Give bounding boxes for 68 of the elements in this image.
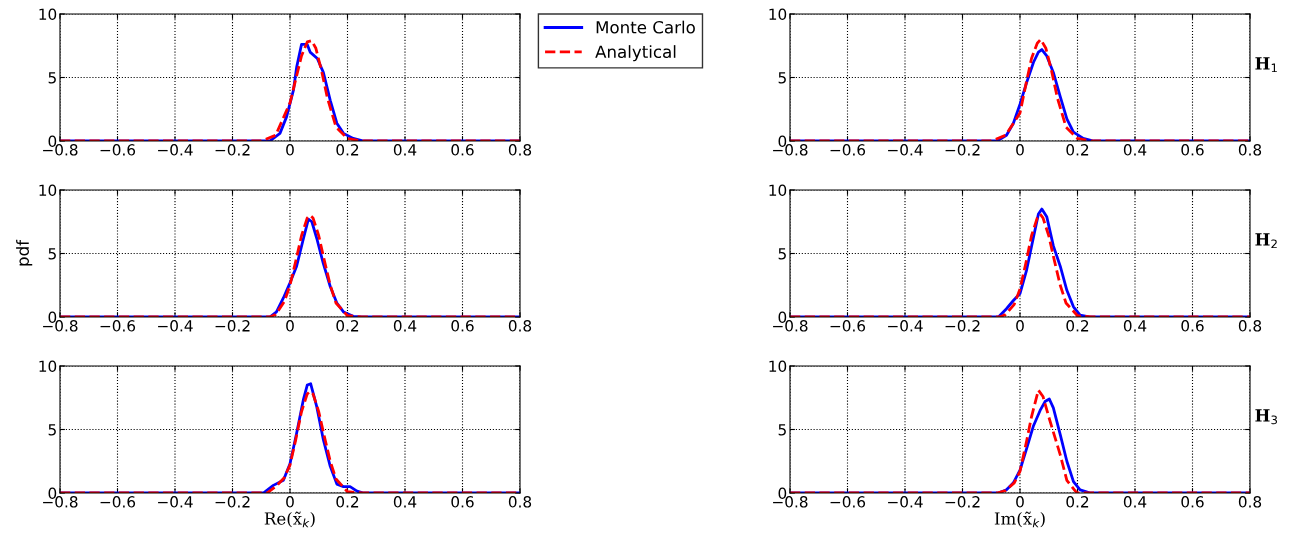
x-tick-label: −0.6 — [830, 144, 866, 156]
y-tick-label: 10 — [769, 360, 787, 373]
x-tick-label: −0.4 — [158, 496, 193, 508]
x-tick-label: 0 — [1016, 320, 1024, 332]
x-tick-label: 0.4 — [1123, 144, 1147, 156]
x-tick-label: 0.2 — [1066, 144, 1089, 156]
x-axis-title: Re(x̃$_{k}$) — [264, 511, 315, 528]
x-tick-label: 0.4 — [393, 496, 417, 508]
x-tick-label: −0.2 — [215, 144, 250, 156]
x-axis-title: Im(x̃$_{k}$) — [994, 511, 1045, 528]
x-tick-label: 0.8 — [1238, 320, 1262, 332]
x-tick-label: 0.8 — [508, 144, 532, 156]
x-tick-label: −0.2 — [945, 496, 980, 508]
x-tick-label: 0 — [1016, 496, 1024, 508]
x-tick-label: −0.2 — [945, 320, 980, 332]
x-tick-label: 0.4 — [1123, 496, 1147, 508]
x-tick-label: 0.4 — [393, 320, 417, 332]
x-tick-label: −0.6 — [830, 320, 866, 332]
y-tick-label: 10 — [39, 360, 57, 373]
y-tick-label: 5 — [778, 248, 786, 260]
legend-label: Monte Carlo — [596, 20, 695, 34]
x-tick-label: 0.4 — [393, 144, 417, 156]
y-tick-label: 5 — [48, 424, 56, 436]
y-tick-label: 10 — [769, 8, 787, 21]
x-tick-label: −0.2 — [215, 496, 250, 508]
text: H$_{1}$ — [1255, 57, 1277, 73]
x-tick-label: 0.6 — [1181, 144, 1204, 156]
x-tick-label: −0.6 — [100, 320, 136, 332]
y-axis-title: pdf — [16, 239, 33, 266]
x-tick-label: 0.2 — [1066, 320, 1089, 332]
x-tick-label: −0.4 — [888, 496, 923, 508]
x-tick-label: −0.4 — [888, 144, 923, 156]
x-tick-label: 0.6 — [1181, 320, 1204, 332]
x-tick-label: 0.2 — [336, 144, 359, 156]
y-tick-label: 5 — [778, 424, 786, 436]
x-tick-label: −0.4 — [888, 320, 923, 332]
x-tick-label: 0.6 — [451, 144, 474, 156]
y-tick-label: 10 — [39, 184, 57, 197]
x-tick-label: 0.4 — [1123, 320, 1147, 332]
y-tick-label: 5 — [48, 72, 56, 84]
x-tick-label: 0.2 — [336, 496, 359, 508]
x-tick-label: −0.4 — [158, 320, 193, 332]
x-tick-label: 0.8 — [508, 320, 532, 332]
x-tick-label: 0.6 — [451, 320, 474, 332]
x-tick-label: −0.2 — [215, 320, 250, 332]
y-tick-label: 10 — [39, 8, 57, 21]
legend-label: Analytical — [595, 45, 676, 62]
x-tick-label: −0.6 — [830, 496, 866, 508]
y-tick-label: 5 — [778, 72, 786, 84]
y-tick-label: 5 — [48, 248, 56, 260]
x-tick-label: 0.2 — [1066, 496, 1089, 508]
x-tick-label: 0 — [1016, 144, 1024, 156]
y-tick-label: 10 — [769, 184, 787, 197]
x-tick-label: −0.6 — [100, 496, 136, 508]
x-tick-label: 0.6 — [451, 496, 474, 508]
x-tick-label: 0 — [286, 496, 294, 508]
x-tick-label: 0 — [286, 144, 294, 156]
x-tick-label: −0.6 — [100, 144, 136, 156]
x-tick-label: 0.2 — [336, 320, 359, 332]
x-tick-label: −0.2 — [945, 144, 980, 156]
x-tick-label: 0.8 — [1238, 496, 1262, 508]
x-tick-label: −0.4 — [158, 144, 193, 156]
x-tick-label: 0 — [286, 320, 294, 332]
x-tick-label: 0.6 — [1181, 496, 1204, 508]
text: H$_{3}$ — [1255, 409, 1277, 425]
x-tick-label: 0.8 — [508, 496, 532, 508]
text: H$_{2}$ — [1255, 233, 1277, 249]
x-tick-label: 0.8 — [1238, 144, 1262, 156]
